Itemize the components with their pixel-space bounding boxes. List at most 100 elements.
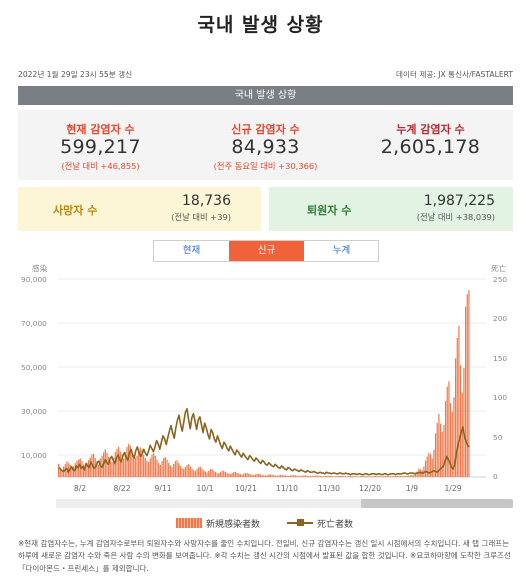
left-tick-label: 70,000 xyxy=(21,319,47,328)
new-cases-bar xyxy=(308,475,310,477)
new-cases-bar xyxy=(224,471,226,477)
x-tick-label: 10/1 xyxy=(196,484,214,493)
new-cases-bar xyxy=(263,475,265,477)
new-cases-bar xyxy=(219,472,221,477)
new-cases-bar xyxy=(311,476,313,477)
new-cases-bar xyxy=(209,469,211,477)
new-cases-bar xyxy=(154,455,156,477)
new-cases-bar xyxy=(441,431,443,477)
new-cases-bar xyxy=(76,460,78,477)
stat-value: 2,605,178 xyxy=(380,136,481,158)
new-cases-bar xyxy=(118,446,120,477)
new-cases-bar xyxy=(399,475,402,477)
deaths-label: 사망자 수 xyxy=(53,204,98,217)
new-cases-bar xyxy=(334,476,337,477)
new-cases-bar xyxy=(108,456,110,477)
stats-card: 현재 감염자 수 599,217 (전날 대비 +46,855) 신규 감염자 … xyxy=(18,110,513,180)
new-cases-bar xyxy=(466,294,468,477)
new-cases-bar xyxy=(368,476,370,477)
new-cases-bar xyxy=(231,473,233,477)
new-cases-bar xyxy=(273,475,275,477)
x-tick-label: 12/20 xyxy=(359,484,381,493)
new-cases-bar xyxy=(351,475,353,477)
new-cases-bar xyxy=(468,290,470,477)
new-cases-bar xyxy=(144,458,146,477)
new-cases-bar xyxy=(358,476,360,477)
right-tick-label: 100 xyxy=(493,393,508,402)
new-cases-bar xyxy=(73,466,75,477)
right-tick-label: 150 xyxy=(493,354,508,363)
new-cases-bar xyxy=(96,460,98,477)
legend-bar-swatch xyxy=(176,518,202,528)
stat-new-infected: 신규 감염자 수 84,933 (전주 동요일 대비 +30,366) xyxy=(183,110,348,180)
tab-new[interactable]: 신규 xyxy=(229,241,304,261)
new-cases-bar xyxy=(376,476,378,477)
stat-current-infected: 현재 감염자 수 599,217 (전날 대비 +46,855) xyxy=(18,110,183,180)
new-cases-bar xyxy=(326,475,328,477)
new-cases-bar xyxy=(293,475,295,477)
tab-current[interactable]: 현재 xyxy=(182,245,201,256)
new-cases-bar xyxy=(321,476,323,477)
new-cases-bar xyxy=(364,476,367,477)
new-cases-bar xyxy=(323,476,325,477)
new-cases-bar xyxy=(404,475,407,477)
new-cases-bar xyxy=(178,462,180,477)
new-cases-bar xyxy=(394,475,397,477)
new-cases-bar xyxy=(314,475,317,477)
new-cases-bar xyxy=(409,475,412,477)
new-cases-bar xyxy=(211,469,213,477)
chart-scrollbar-thumb[interactable] xyxy=(361,499,513,508)
new-cases-bar xyxy=(458,325,460,477)
new-cases-bar xyxy=(446,386,448,477)
new-cases-bar xyxy=(244,473,247,477)
new-cases-bar xyxy=(61,470,63,477)
new-cases-bar xyxy=(294,475,297,477)
new-cases-bar xyxy=(301,475,303,477)
new-cases-bar xyxy=(206,472,208,477)
new-cases-bar xyxy=(156,459,158,477)
new-cases-bar xyxy=(353,476,355,477)
left-tick-label: 50,000 xyxy=(21,363,47,372)
new-cases-bar xyxy=(338,475,340,477)
new-cases-bar xyxy=(281,474,283,477)
new-cases-bar xyxy=(439,423,442,477)
tab-cumulative[interactable]: 누계 xyxy=(332,245,351,256)
new-cases-bar xyxy=(111,461,113,477)
stat-delta: (전날 대비 +46,855) xyxy=(61,161,140,171)
new-cases-bar xyxy=(278,475,280,477)
new-cases-bar xyxy=(291,475,293,477)
new-cases-bar xyxy=(196,469,198,477)
x-tick-label: 9/11 xyxy=(154,484,172,493)
stat-delta: (전주 동요일 대비 +30,366) xyxy=(213,161,318,171)
new-cases-bar xyxy=(119,451,121,477)
new-cases-bar xyxy=(465,306,467,477)
new-cases-bar xyxy=(379,476,382,477)
new-cases-bar xyxy=(318,475,320,477)
new-cases-bar xyxy=(296,475,298,477)
new-cases-bar xyxy=(191,468,193,477)
new-cases-bar xyxy=(461,392,463,477)
new-cases-bar xyxy=(463,367,465,477)
new-cases-bar xyxy=(361,475,363,477)
chart-scrollbar-track[interactable] xyxy=(56,499,513,508)
new-cases-bar xyxy=(391,476,393,477)
new-cases-bar xyxy=(104,449,106,477)
new-cases-bar xyxy=(184,466,186,477)
new-cases-bar xyxy=(249,474,252,477)
new-cases-bar xyxy=(188,464,190,477)
new-cases-bar xyxy=(129,445,131,477)
new-cases-bar xyxy=(454,358,457,477)
new-cases-bar xyxy=(316,475,318,477)
new-cases-bar xyxy=(68,463,70,477)
new-cases-bar xyxy=(429,454,432,477)
new-cases-bar xyxy=(276,475,278,477)
new-cases-bar xyxy=(344,476,347,477)
new-cases-bar xyxy=(319,475,322,477)
new-cases-bar xyxy=(359,476,362,477)
new-cases-bar xyxy=(356,476,358,477)
new-cases-bar xyxy=(339,475,342,477)
new-cases-bar xyxy=(251,474,253,477)
new-cases-bar xyxy=(341,475,343,477)
new-cases-bar xyxy=(226,472,228,477)
new-cases-bar xyxy=(174,461,176,477)
